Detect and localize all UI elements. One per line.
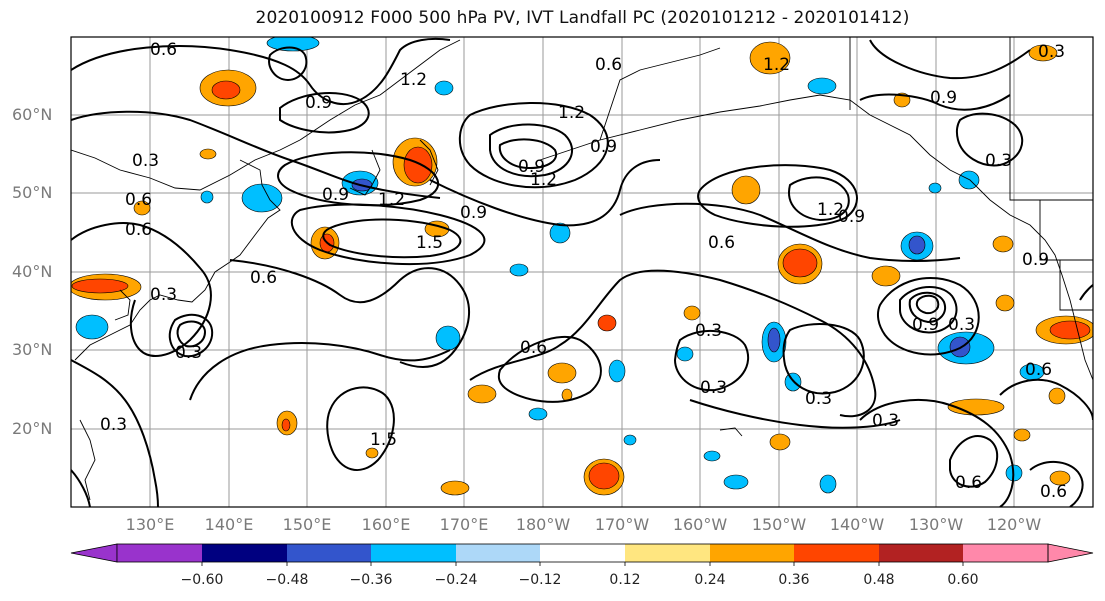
colorbar-tick-label: −0.12	[518, 572, 562, 588]
contour-label: 0.9	[305, 93, 332, 113]
colorbar-segment	[456, 544, 540, 562]
lon-label: 150°E	[282, 515, 332, 534]
colorbar-segment	[794, 544, 879, 562]
colorbar-tick-label: 0.36	[778, 572, 810, 588]
colorbar-over-arrow	[1047, 543, 1094, 563]
contour-label: 0.6	[125, 220, 152, 240]
contour-label: 0.3	[805, 389, 832, 409]
colorbar-tick-label: 0.24	[694, 572, 726, 588]
colorbar-segment	[287, 544, 371, 562]
contour-label: 1.2	[763, 55, 790, 75]
contour-label: 1.5	[416, 233, 443, 253]
colorbar-tick-label: −0.24	[434, 572, 478, 588]
contour-label: 0.3	[948, 315, 975, 335]
colorbar-segment	[371, 544, 456, 562]
contour-label: 0.6	[250, 268, 277, 288]
contour-label: 0.9	[518, 157, 545, 177]
lon-label: 150°W	[751, 515, 807, 534]
lon-label: 130°W	[908, 515, 964, 534]
lon-label: 140°W	[829, 515, 885, 534]
lat-label: 40°N	[12, 262, 53, 281]
contour-label: 0.3	[695, 321, 722, 341]
contour-label: 0.9	[912, 315, 939, 335]
contour-label: 0.3	[132, 151, 159, 171]
colorbar-tick-label: 0.12	[609, 572, 641, 588]
lat-label: 20°N	[12, 419, 53, 438]
contour-label: 0.9	[930, 88, 957, 108]
colorbar-tick-label: −0.60	[180, 572, 224, 588]
contour-label: 0.6	[150, 40, 177, 60]
contour-label: 0.6	[1040, 482, 1067, 502]
lon-label: 160°E	[361, 515, 411, 534]
contour-label: 0.6	[1025, 360, 1052, 380]
lat-label: 60°N	[12, 105, 53, 124]
colorbar-tick-label: −0.48	[265, 572, 309, 588]
contour-label: 0.3	[985, 151, 1012, 171]
contour-label: 1.2	[400, 70, 427, 90]
contour-label: 1.5	[370, 430, 397, 450]
colorbar-segment	[540, 544, 625, 562]
colorbar-frame	[116, 543, 1049, 563]
map-border	[70, 36, 1094, 508]
colorbar-segment	[625, 544, 710, 562]
contour-label: 0.3	[872, 411, 899, 431]
contour-label: 0.3	[1038, 42, 1065, 62]
lat-label: 50°N	[12, 183, 53, 202]
contour-label: 1.2	[558, 103, 585, 123]
colorbar-tick-label: 0.48	[863, 572, 895, 588]
lon-label: 170°W	[594, 515, 650, 534]
pv-contours	[71, 37, 1093, 507]
lon-label: 120°W	[986, 515, 1042, 534]
contour-label: 0.9	[1022, 250, 1049, 270]
colorbar-segment	[202, 544, 287, 562]
colorbar-segment	[710, 544, 794, 562]
lon-label: 140°E	[204, 515, 254, 534]
colorbar-segment	[963, 544, 1048, 562]
colorbar-tick-label: 0.60	[947, 572, 979, 588]
contour-label: 0.6	[595, 55, 622, 75]
lon-label: 170°E	[439, 515, 489, 534]
lon-label: 130°E	[125, 515, 175, 534]
contour-label: 1.2	[817, 200, 844, 220]
lat-label: 30°N	[12, 340, 53, 359]
colorbar-tick-label: −0.36	[349, 572, 393, 588]
contour-label: 0.3	[700, 378, 727, 398]
contour-label: 0.3	[175, 343, 202, 363]
contour-label: 0.6	[520, 338, 547, 358]
colorbar	[70, 543, 1094, 566]
contour-labels: 0.6 0.9 1.2 0.3 0.6 0.6 0.9 1.2 0.9 1.5 …	[100, 40, 1067, 502]
contour-label: 0.9	[838, 207, 865, 227]
contour-label: 1.2	[530, 170, 557, 190]
gridlines	[71, 37, 1093, 507]
contour-label: 0.9	[590, 137, 617, 157]
contour-label: 0.6	[125, 190, 152, 210]
contour-label: 0.9	[322, 185, 349, 205]
lon-label: 180°W	[515, 515, 571, 534]
colorbar-segment	[879, 544, 963, 562]
contour-label: 0.6	[708, 233, 735, 253]
contour-label: 0.3	[100, 415, 127, 435]
contour-label: 0.9	[460, 203, 487, 223]
colorbar-under-arrow	[70, 543, 118, 563]
contour-label: 1.2	[378, 190, 405, 210]
contour-label: 0.3	[150, 285, 177, 305]
contour-label: 0.6	[955, 473, 982, 493]
lon-label: 160°W	[672, 515, 728, 534]
colorbar-segment	[117, 544, 202, 562]
ivt-anomaly-fills	[71, 37, 1093, 496]
map-title: 2020100912 F000 500 hPa PV, IVT Landfall…	[255, 8, 910, 28]
